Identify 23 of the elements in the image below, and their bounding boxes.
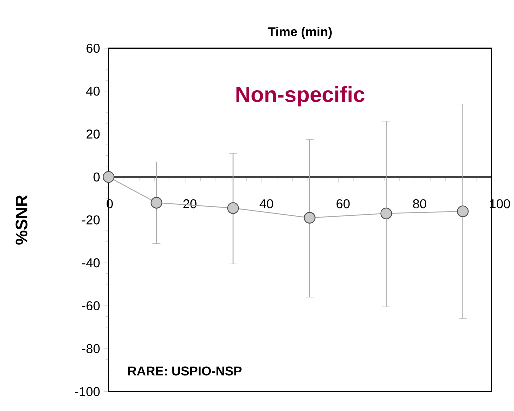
y-tick-label: -60 — [82, 302, 100, 311]
y-tick-label: -80 — [82, 344, 100, 354]
y-tick-label: 0 — [94, 172, 100, 182]
point — [304, 212, 316, 224]
point — [103, 172, 115, 184]
y-tick-label: -20 — [82, 216, 100, 225]
y-tick-label: -40 — [82, 258, 100, 268]
point — [227, 202, 240, 214]
y-tick-label: 40 — [86, 87, 100, 96]
y-tick-label: 20 — [86, 130, 100, 140]
point — [380, 208, 392, 220]
x-tick-label: 60 — [336, 200, 350, 209]
x-axis-title: Time (min) — [268, 27, 332, 40]
y-axis-title: %SNR — [16, 196, 28, 246]
annotation: Non-specific — [236, 86, 365, 107]
y-tick-label: -100 — [75, 387, 100, 397]
annotation: RARE: USPIO-NSP — [128, 366, 242, 376]
x-tick-label: 40 — [260, 200, 274, 209]
x-tick-label: 20 — [184, 200, 197, 209]
y-tick-label: 60 — [86, 44, 100, 54]
point — [150, 197, 163, 210]
x-tick-label: 80 — [413, 200, 427, 209]
point — [457, 206, 469, 218]
